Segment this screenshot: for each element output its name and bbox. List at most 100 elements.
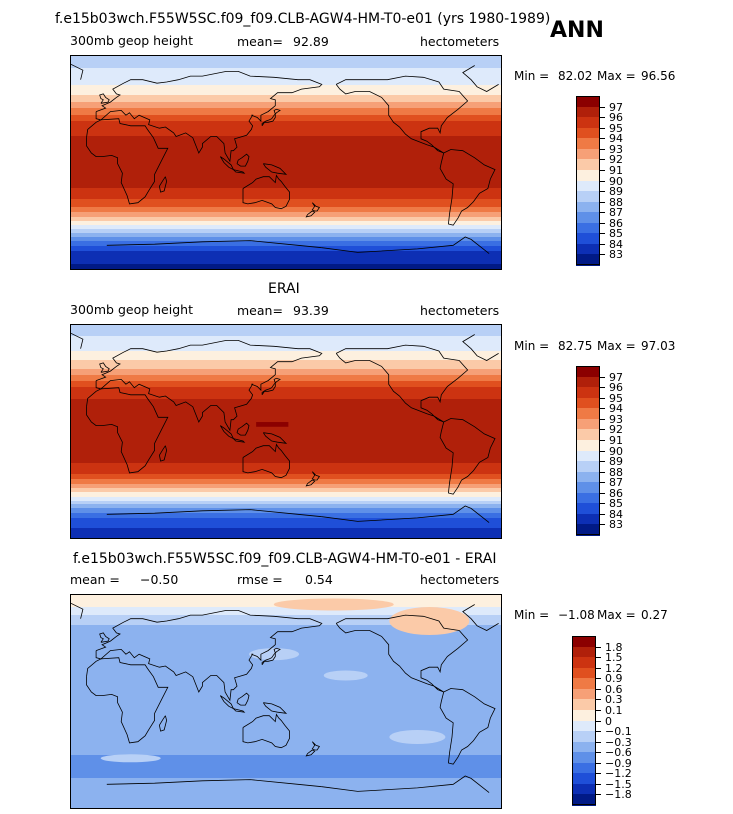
- contour-band: [71, 386, 501, 388]
- contour-band: [71, 792, 501, 794]
- contour-band: [71, 470, 501, 472]
- colorbar-tick: [596, 667, 601, 669]
- panel3-title: f.e15b03wch.F55W5SC.f09_f09.CLB-AGW4-HM-…: [73, 551, 497, 567]
- contour-band: [71, 145, 501, 147]
- contour-band: [71, 56, 501, 58]
- colorbar-tick: [600, 180, 605, 182]
- colorbar-cell: [576, 117, 600, 129]
- contour-band: [71, 144, 501, 146]
- contour-band: [71, 669, 501, 671]
- contour-band: [71, 254, 501, 256]
- contour-band: [71, 388, 501, 390]
- contour-band: [71, 789, 501, 791]
- contour-band: [71, 450, 501, 452]
- contour-band: [71, 63, 501, 65]
- contour-band: [71, 410, 501, 412]
- colorbar-cell: [572, 709, 596, 721]
- colorbar-label: 92: [609, 423, 623, 437]
- colorbar-cell: [572, 773, 596, 785]
- contour-band: [71, 614, 501, 616]
- colorbar-label: 0.1: [605, 703, 623, 717]
- contour-band: [71, 463, 501, 465]
- contour-band: [71, 241, 501, 243]
- colorbar-cell: [572, 667, 596, 679]
- colorbar-label: 95: [609, 391, 623, 405]
- contour-band: [71, 245, 501, 247]
- coastline: [158, 445, 168, 462]
- contour-band: [71, 409, 501, 411]
- contour-band: [71, 111, 501, 113]
- contour-band: [71, 500, 501, 502]
- contour-band: [71, 173, 501, 175]
- contour-band: [71, 164, 501, 166]
- contour-band: [71, 379, 501, 381]
- contour-band: [71, 667, 501, 669]
- colorbar-label: 90: [609, 444, 623, 458]
- contour-band: [71, 698, 501, 700]
- contour-band: [71, 742, 501, 744]
- contour-band: [71, 483, 501, 485]
- contour-band: [71, 66, 501, 68]
- contour-band: [71, 384, 501, 386]
- colorbar-cell: [576, 482, 600, 494]
- contour-band: [71, 382, 501, 384]
- colorbar-tick: [600, 138, 605, 140]
- contour-band: [71, 699, 501, 701]
- contour-band: [71, 448, 501, 450]
- contour-band: [71, 786, 501, 788]
- contour-band: [71, 495, 501, 497]
- contour-band: [71, 533, 501, 535]
- coastline: [311, 471, 321, 481]
- colorbar-cell: [576, 408, 600, 420]
- colorbar-tick: [600, 148, 605, 150]
- coastline: [262, 163, 288, 175]
- contour-band: [71, 761, 501, 763]
- contour-band: [71, 615, 501, 617]
- panel1-colorbar: 97 96 95 94 93 92 91 90 89 88 87 86 85 84 83: [576, 96, 636, 266]
- contour-band: [71, 484, 501, 486]
- colorbar-cell: [572, 657, 596, 669]
- contour-band: [71, 262, 501, 264]
- contour-band: [71, 171, 501, 173]
- colorbar-tick: [596, 699, 601, 701]
- contour-band: [71, 337, 501, 339]
- contour-band: [71, 158, 501, 160]
- panel2-units: hectometers: [420, 303, 500, 318]
- panel1-max-value: 96.56: [641, 69, 676, 83]
- coastline: [99, 93, 110, 104]
- colorbar-label: 96: [609, 111, 623, 125]
- contour-band: [71, 779, 501, 781]
- contour-band: [71, 121, 501, 123]
- colorbar-label: 93: [609, 412, 623, 426]
- coastline: [335, 614, 469, 693]
- contour-band: [71, 772, 501, 774]
- contour-band: [71, 340, 501, 342]
- contour-band: [71, 687, 501, 689]
- contour-band: [71, 353, 501, 355]
- contour-band: [71, 75, 501, 77]
- contour-band: [71, 62, 501, 64]
- contour-band: [71, 514, 501, 516]
- contour-band: [71, 335, 501, 337]
- contour-band: [71, 693, 501, 695]
- contour-band: [71, 719, 501, 721]
- contour-band: [71, 715, 501, 717]
- colorbar-tick: [600, 212, 605, 214]
- contour-band: [71, 115, 501, 117]
- contour-band: [71, 696, 501, 698]
- contour-band: [71, 182, 501, 184]
- contour-band: [71, 800, 501, 802]
- contour-band: [71, 445, 501, 447]
- colorbar-cell: [576, 201, 600, 213]
- contour-band: [71, 210, 501, 212]
- contour-band: [71, 770, 501, 772]
- contour-band: [71, 192, 501, 194]
- contour-band: [71, 805, 501, 807]
- contour-band: [71, 401, 501, 403]
- contour-band: [71, 108, 501, 110]
- contour-band: [71, 527, 501, 529]
- contour-band: [71, 636, 501, 638]
- colorbar-cell: [576, 191, 600, 203]
- contour-band: [71, 244, 501, 246]
- colorbar-cell: [576, 471, 600, 483]
